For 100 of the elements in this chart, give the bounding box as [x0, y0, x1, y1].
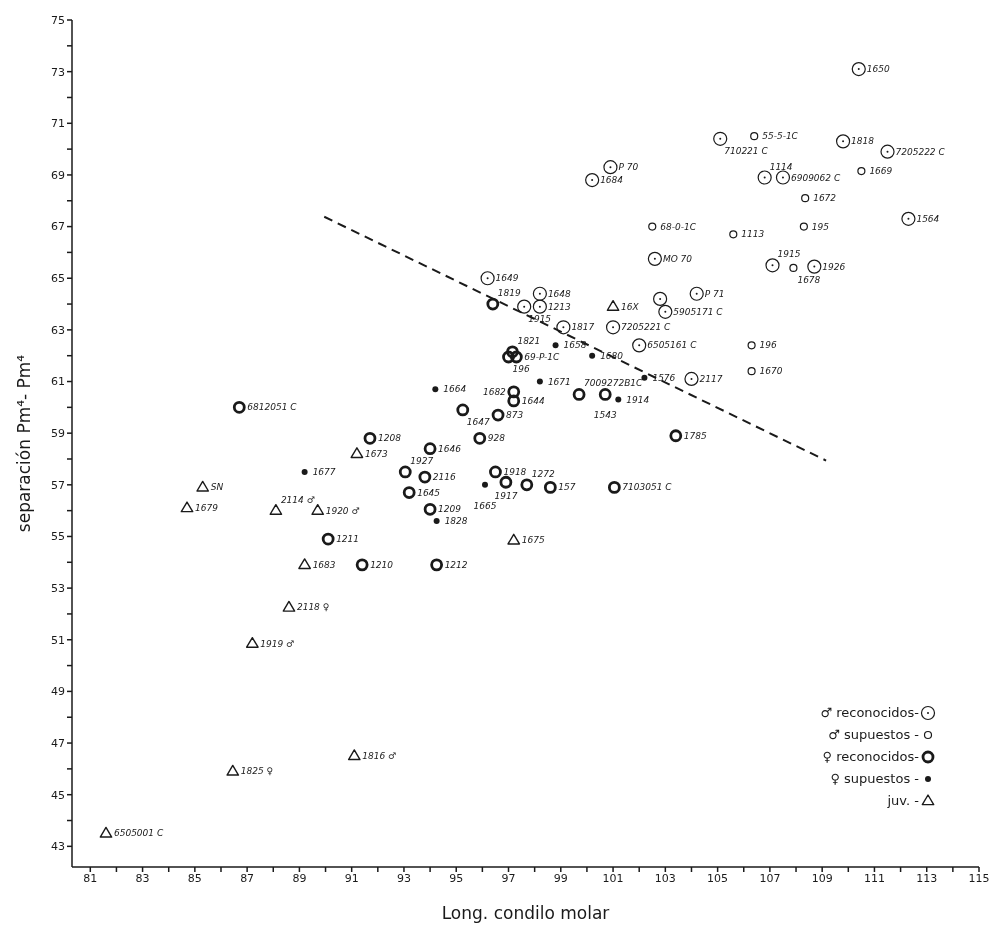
- point: [713, 131, 728, 146]
- point: [456, 403, 470, 417]
- annotation: 1650: [866, 64, 890, 75]
- annotation: 2117: [699, 373, 723, 384]
- annotation: 1819: [497, 288, 522, 299]
- annotation: 1821: [517, 335, 541, 346]
- point: [311, 503, 325, 515]
- point: [350, 447, 364, 459]
- point: [757, 170, 772, 185]
- legend-label: ♀ reconocidos-: [822, 749, 920, 764]
- point: [799, 222, 808, 231]
- point: [363, 431, 377, 445]
- point: [532, 299, 547, 314]
- point: [347, 749, 361, 761]
- point: [282, 600, 296, 612]
- annotation: 55-5-1C: [762, 131, 799, 142]
- point: [321, 532, 335, 546]
- annotation: 1670: [759, 366, 783, 377]
- annotation: 1672: [813, 193, 837, 204]
- x-tick-label: 113: [916, 871, 938, 885]
- annotation: 1209: [438, 504, 462, 515]
- point: [648, 222, 657, 231]
- legend-label: ♀ supuestos -: [830, 771, 920, 786]
- legend-label: juv. -: [886, 793, 920, 808]
- annotation: 1673: [364, 448, 389, 459]
- annotation: MO 70: [662, 253, 693, 264]
- point: [489, 465, 502, 479]
- legend-label: ♂ supuestos -: [828, 727, 920, 742]
- annotation: 1646: [438, 443, 462, 454]
- x-tick-label: 101: [602, 871, 624, 885]
- x-tick-label: 115: [968, 871, 990, 885]
- x-tick-label: 97: [501, 871, 516, 885]
- y-tick-label: 43: [51, 840, 65, 854]
- point: [480, 271, 495, 286]
- annotation: 1683: [312, 559, 336, 570]
- y-axis-title: separación Pm⁴- Pm⁴: [14, 354, 35, 533]
- annotation: 1113: [741, 229, 765, 240]
- point: [669, 429, 683, 443]
- y-tick-label: 59: [51, 427, 65, 441]
- point: [632, 338, 647, 353]
- x-tick-label: 89: [292, 871, 307, 885]
- annotation: 1664: [443, 384, 467, 395]
- annotation: 1679: [195, 503, 219, 514]
- y-tick-label: 51: [51, 633, 65, 647]
- annotation: 1828: [444, 515, 468, 526]
- point: [520, 478, 534, 492]
- annotation: 1564: [916, 213, 940, 224]
- annotation: 1926: [822, 261, 846, 272]
- annotation: 1213: [547, 301, 572, 312]
- x-tick-label: 85: [187, 871, 202, 885]
- annotation: 6812051 C: [247, 402, 298, 413]
- annotation: 7205221 C: [621, 322, 672, 333]
- annotation: 1658: [563, 340, 587, 351]
- point: [481, 481, 488, 488]
- annotation: 1644: [521, 395, 545, 406]
- point: [552, 342, 559, 349]
- annotation: 196: [759, 340, 778, 351]
- annotation: 1211: [336, 534, 360, 545]
- annotation: 1647: [466, 416, 490, 427]
- y-tick-label: 73: [51, 65, 65, 79]
- point: [499, 475, 513, 489]
- annotation: 7009272B1C: [584, 378, 644, 389]
- x-tick-label: 87: [240, 871, 255, 885]
- point: [789, 263, 798, 272]
- annotation: 1927: [410, 455, 434, 466]
- annotation: 157: [558, 482, 576, 493]
- annotation: 1576: [652, 372, 676, 383]
- point: [433, 517, 440, 524]
- annotation: 6909062 C: [790, 172, 841, 183]
- y-tick-label: 57: [51, 478, 65, 492]
- y-tick-label: 75: [51, 13, 65, 27]
- annotation: 1114: [769, 161, 793, 172]
- point: [298, 558, 312, 570]
- annotation: 1208: [377, 433, 402, 444]
- point: [491, 408, 505, 422]
- point: [301, 468, 308, 475]
- y-tick-label: 45: [51, 788, 65, 802]
- point: [180, 501, 194, 513]
- point: [418, 470, 432, 484]
- annotation: 1671: [547, 376, 571, 387]
- annotation: 5905171 C: [673, 306, 724, 317]
- point: [572, 388, 586, 401]
- point: [423, 502, 437, 516]
- annotation: 1677: [312, 466, 336, 477]
- annotation: 1915: [528, 313, 552, 324]
- annotation: P 71: [704, 288, 725, 299]
- annotation: 1816 ♂: [362, 750, 397, 761]
- x-tick-label: 93: [396, 871, 411, 885]
- point: [729, 230, 738, 239]
- point: [598, 388, 612, 401]
- annotation: 1825 ♀: [240, 766, 274, 777]
- y-tick-label: 65: [51, 272, 65, 286]
- annotation: 2114 ♂: [280, 494, 315, 505]
- y-tick-label: 67: [51, 220, 65, 234]
- point: [506, 345, 519, 359]
- point: [517, 299, 532, 314]
- annotation: 1210: [370, 559, 394, 570]
- annotation: 1917: [494, 491, 518, 502]
- annotation: 1785: [683, 430, 707, 441]
- annotation: 1678: [797, 274, 821, 285]
